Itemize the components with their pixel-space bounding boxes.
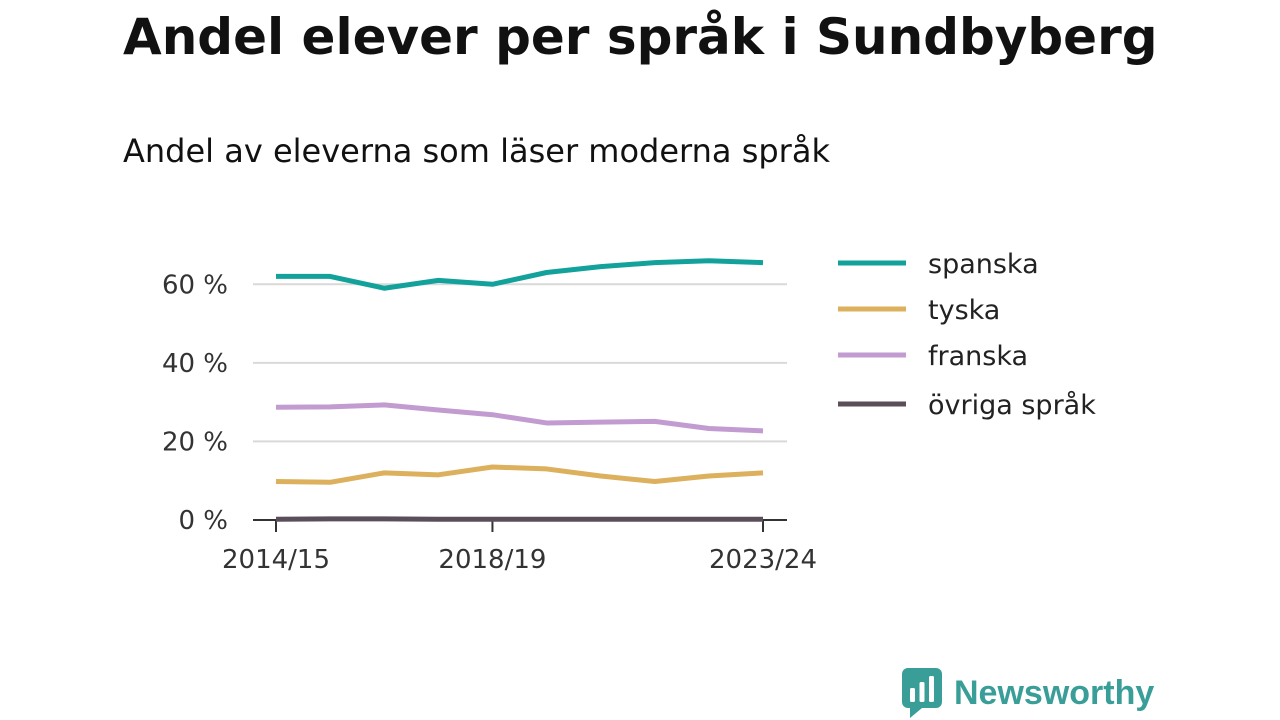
- brand-logo: Newsworthy: [902, 668, 1154, 718]
- legend-label: spanska: [928, 249, 1039, 280]
- brand-name: Newsworthy: [954, 673, 1155, 712]
- y-tick-label: 60 %: [162, 270, 228, 300]
- y-tick-label: 0 %: [178, 506, 228, 536]
- y-tick-label: 40 %: [162, 349, 228, 379]
- series-line-tyska: [275, 464, 764, 485]
- legend-label: tyska: [928, 295, 1000, 326]
- legend-label: franska: [928, 341, 1028, 372]
- legend-label: övriga språk: [928, 390, 1096, 421]
- x-tick-label: 2014/15: [222, 545, 330, 575]
- series-lines: [275, 258, 764, 522]
- gridlines: [253, 283, 787, 443]
- series-line-spanska: [276, 258, 764, 291]
- chart-subtitle: Andel av eleverna som läser moderna språ…: [123, 132, 830, 170]
- legend: spanska tyska franska övriga språk: [838, 249, 1096, 421]
- page-title: Andel elever per språk i Sundbyberg: [123, 8, 1158, 66]
- x-tick-label: 2023/24: [709, 545, 817, 575]
- x-axis-ticks: 2014/15 2018/19 2023/24: [222, 520, 817, 575]
- series-line-franska: [275, 402, 764, 434]
- y-axis: 0 % 20 % 40 % 60 %: [162, 270, 228, 536]
- bar-chart-icon: [902, 668, 942, 718]
- y-tick-label: 20 %: [162, 427, 228, 457]
- x-tick-label: 2018/19: [438, 545, 546, 575]
